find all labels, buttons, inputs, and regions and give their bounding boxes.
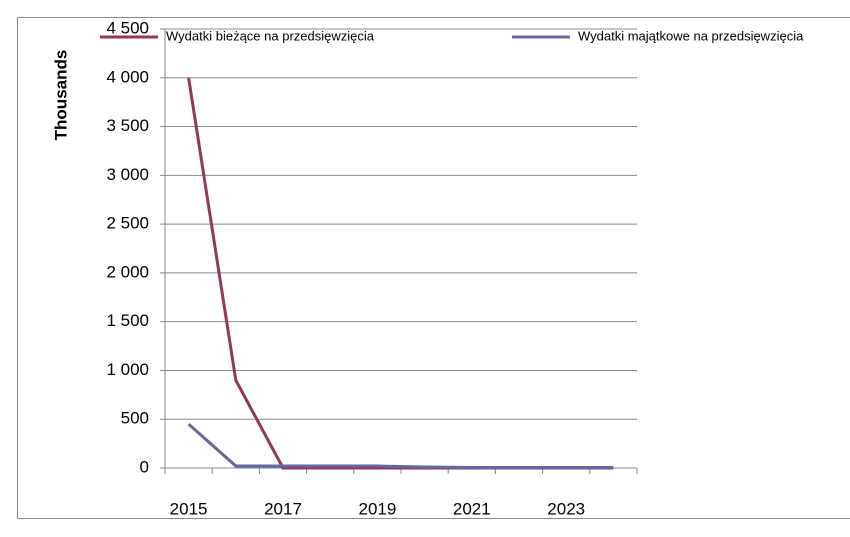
y-tick-label: 3 500 [106,116,149,135]
y-tick-label: 1 000 [106,360,149,379]
legend-label: Wydatki bieżące na przedsięwzięcia [166,28,375,43]
x-tick-label: 2023 [547,499,585,518]
y-tick-label: 2 500 [106,214,149,233]
y-tick-label: 4 000 [106,67,149,86]
y-tick-label: 2 000 [106,262,149,281]
y-tick-label: 1 500 [106,311,149,330]
x-tick-label: 2015 [170,499,208,518]
y-tick-label: 4 500 [106,18,149,37]
legend-label: Wydatki majątkowe na przedsięwzięcia [578,28,804,43]
chart-border [17,17,850,519]
data-line [187,422,614,470]
x-tick-label: 2017 [264,499,302,518]
y-tick-label: 0 [140,457,149,476]
y-tick-label: 3 000 [106,165,149,184]
x-tick-label: 2019 [358,499,396,518]
y-axis-label: Thousands [51,50,70,141]
y-tick-label: 500 [121,409,149,428]
x-tick-label: 2021 [453,499,491,518]
